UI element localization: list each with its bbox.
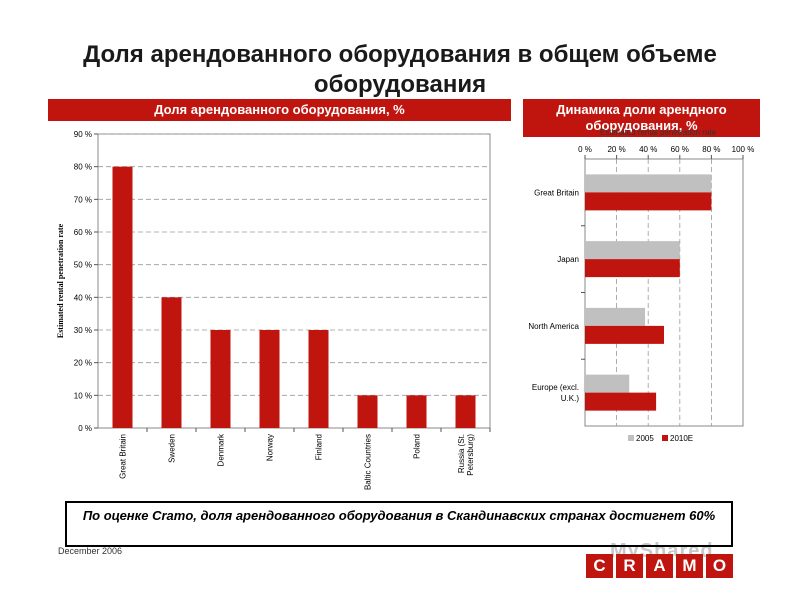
left-y-axis-label: Estimated rental penetration rate [56,223,65,338]
left-y-tick-label: 50 % [74,261,92,270]
left-x-tick-label: Sweden [168,434,177,463]
right-y-tick-label: U.K.) [561,394,580,403]
logo-letter: C [586,554,613,578]
legend-swatch [628,435,634,441]
left-y-tick-label: 10 % [74,391,92,400]
right-chart-header: Динамика доли арендного оборудования, % [523,99,760,137]
left-x-tick-label: Denmark [217,433,226,466]
right-bar-2010E [585,392,657,411]
logo-letter: A [646,554,673,578]
right-y-tick-label: Europe (excl. [532,383,579,392]
right-bar-2005 [585,174,712,193]
right-x-tick-label: 60 % [671,145,689,154]
left-y-tick-label: 70 % [74,195,92,204]
left-x-tick-label: Great Britain [119,434,128,479]
left-y-tick-label: 20 % [74,359,92,368]
right-x-tick-label: 20 % [607,145,625,154]
right-bar-2010E [585,325,664,344]
left-y-tick-label: 80 % [74,163,92,172]
right-bar-2010E [585,259,680,278]
right-bar-2005 [585,374,630,393]
page-title: Доля арендованного оборудования в общем … [83,41,717,98]
left-x-tick-label: Finland [315,434,324,460]
left-x-tick-label: Norway [266,434,275,461]
left-y-tick-label: 90 % [74,130,92,139]
logo-letter: R [616,554,643,578]
left-y-tick-label: 60 % [74,228,92,237]
right-bar-2005 [585,241,680,260]
left-bar [308,330,329,428]
right-y-tick-label: Great Britain [534,188,579,197]
left-x-tick-label: Baltic Countries [364,434,373,490]
right-x-tick-label: 100 % [732,145,755,154]
logo-letter: M [676,554,703,578]
left-bar [112,166,133,428]
left-y-tick-label: 40 % [74,293,92,302]
left-bar [161,297,182,428]
legend-label: 2005 [636,434,654,443]
left-bar [455,395,476,428]
right-x-tick-label: 40 % [639,145,657,154]
left-x-tick-label: Russia (St. [457,434,466,473]
legend-swatch [662,435,668,441]
left-bar [406,395,427,428]
right-x-tick-label: 80 % [702,145,720,154]
right-bar-2010E [585,192,712,211]
right-bar-2005 [585,307,646,326]
logo-letter: O [706,554,733,578]
left-bar [357,395,378,428]
right-x-tick-label: 0 % [578,145,592,154]
conclusion-box: По оценке Cramo, доля арендованного обор… [65,501,733,547]
left-y-tick-label: 30 % [74,326,92,335]
left-bar [259,330,280,428]
left-chart-header: Доля арендованного оборудования, % [48,99,511,121]
left-x-tick-label: Petersburg) [466,434,475,476]
left-bar [210,330,231,428]
legend-label: 2010E [670,434,693,443]
right-y-tick-label: Japan [557,255,579,264]
left-x-tick-label: Poland [413,434,422,459]
left-y-tick-label: 0 % [78,424,92,433]
right-chart-small-label: Estimated rental penetration rate [600,128,717,137]
date-label: December 2006 [58,546,123,556]
right-y-tick-label: North America [528,322,579,331]
